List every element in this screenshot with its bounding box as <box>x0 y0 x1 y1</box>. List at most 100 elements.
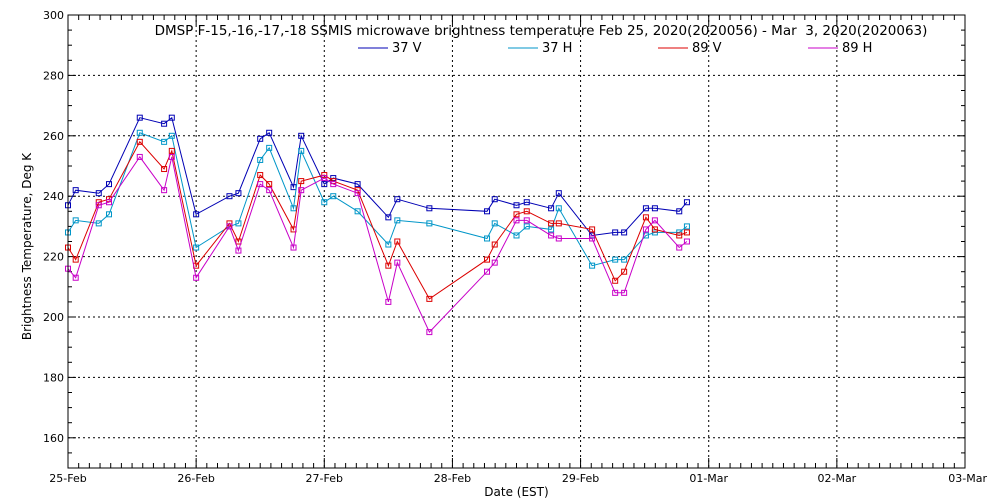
y-tick-label: 260 <box>43 130 64 143</box>
data-point <box>394 238 401 245</box>
data-point <box>491 196 498 203</box>
data-point <box>683 199 690 206</box>
data-point <box>161 166 168 173</box>
x-tick-label: 25-Feb <box>49 472 86 485</box>
legend: 37 V 37 H 89 V 89 H <box>358 41 872 56</box>
data-point <box>235 220 242 227</box>
data-point <box>676 232 683 239</box>
data-point <box>72 187 79 194</box>
data-point <box>72 274 79 281</box>
x-tick-label: 26-Feb <box>177 472 214 485</box>
data-point <box>484 208 491 215</box>
data-point <box>621 268 628 275</box>
data-point <box>298 132 305 139</box>
data-point <box>394 196 401 203</box>
data-point <box>354 187 361 194</box>
grid-lines <box>68 15 965 468</box>
data-point <box>621 229 628 236</box>
x-axis-label: Date (EST) <box>484 485 548 499</box>
data-point <box>106 181 113 188</box>
data-point <box>491 241 498 248</box>
data-point <box>106 211 113 218</box>
data-point <box>95 220 102 227</box>
data-point <box>266 129 273 136</box>
series-89-h <box>65 153 690 336</box>
data-point <box>136 138 143 145</box>
series-lines <box>65 114 690 336</box>
data-point <box>642 214 649 221</box>
data-point <box>95 190 102 197</box>
data-point <box>548 205 555 212</box>
data-point <box>523 199 530 206</box>
series-37-v <box>65 114 690 239</box>
data-point <box>589 262 596 269</box>
data-point <box>612 256 619 263</box>
data-point <box>513 211 520 218</box>
data-point <box>321 175 328 182</box>
y-tick-label: 180 <box>43 371 64 384</box>
data-point <box>621 256 628 263</box>
data-point <box>72 217 79 224</box>
data-point <box>651 229 658 236</box>
data-point <box>168 132 175 139</box>
data-point <box>676 208 683 215</box>
data-point <box>426 220 433 227</box>
data-point <box>523 223 530 230</box>
y-tick-label: 220 <box>43 251 64 264</box>
data-point <box>385 214 392 221</box>
data-point <box>513 232 520 239</box>
data-point <box>426 295 433 302</box>
data-point <box>385 298 392 305</box>
data-point <box>555 205 562 212</box>
data-point <box>161 187 168 194</box>
data-point <box>168 153 175 160</box>
data-point <box>298 178 305 185</box>
legend-label: 89 H <box>842 41 872 56</box>
data-point <box>651 205 658 212</box>
data-point <box>394 259 401 266</box>
axis-ticks <box>67 14 966 469</box>
data-point <box>257 156 264 163</box>
y-tick-label: 160 <box>43 432 64 445</box>
data-point <box>266 181 273 188</box>
data-point <box>95 199 102 206</box>
legend-label: 37 V <box>392 41 422 56</box>
data-point <box>651 226 658 233</box>
x-tick-label: 27-Feb <box>306 472 343 485</box>
y-tick-label: 240 <box>43 190 64 203</box>
data-point <box>548 226 555 233</box>
chart-title: DMSP F-15,-16,-17,-18 SSMIS microwave br… <box>155 23 928 39</box>
data-point <box>642 205 649 212</box>
data-point <box>523 208 530 215</box>
data-point <box>257 172 264 179</box>
data-point <box>683 238 690 245</box>
data-point <box>136 114 143 121</box>
series-line <box>67 156 688 333</box>
data-point <box>523 217 530 224</box>
data-point <box>226 193 233 200</box>
data-point <box>354 181 361 188</box>
data-point <box>555 190 562 197</box>
legend-label: 37 H <box>542 41 572 56</box>
data-point <box>548 232 555 239</box>
data-point <box>193 244 200 251</box>
data-point <box>235 247 242 254</box>
data-point <box>621 289 628 296</box>
x-tick-label: 03-Mar <box>948 472 987 485</box>
data-point <box>266 187 273 194</box>
data-point <box>513 202 520 209</box>
data-point <box>235 190 242 197</box>
data-point <box>257 181 264 188</box>
data-point <box>106 199 113 206</box>
data-point <box>612 229 619 236</box>
x-tick-label: 29-Feb <box>562 472 599 485</box>
data-point <box>321 181 328 188</box>
data-point <box>484 256 491 263</box>
data-point <box>676 229 683 236</box>
data-point <box>513 217 520 224</box>
data-point <box>266 144 273 151</box>
data-point <box>136 153 143 160</box>
data-point <box>491 220 498 227</box>
data-point <box>298 147 305 154</box>
